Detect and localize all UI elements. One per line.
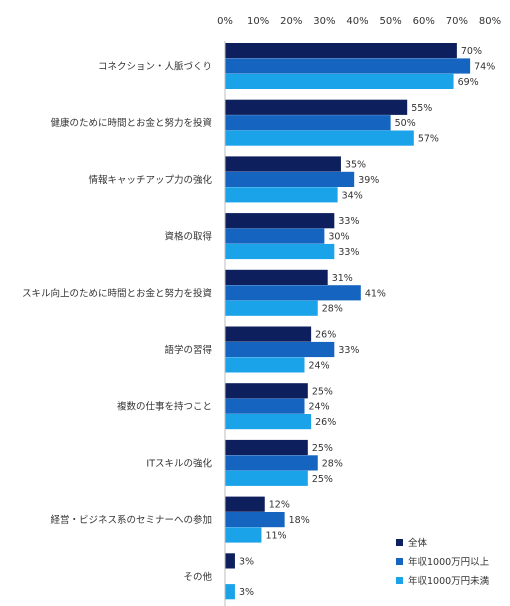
legend-label: 年収1000万円未満 — [408, 575, 490, 587]
category-label: 経営・ビジネス系のセミナーへの参加 — [50, 514, 212, 526]
bar — [225, 553, 235, 569]
data-label: 41% — [365, 288, 386, 299]
data-label: 11% — [265, 531, 286, 542]
legend-swatch — [396, 539, 403, 546]
bar — [225, 512, 285, 528]
bar — [225, 213, 335, 229]
data-label: 33% — [338, 247, 359, 258]
legend-swatch — [396, 577, 403, 584]
bar — [225, 398, 305, 414]
bar — [225, 115, 391, 131]
x-tick-label: 80% — [479, 16, 501, 27]
bar — [225, 326, 312, 342]
data-label: 28% — [322, 458, 343, 469]
bar — [225, 341, 335, 358]
bar — [225, 187, 338, 203]
bar — [225, 300, 318, 316]
category-label: 語学の習得 — [164, 344, 212, 356]
bar — [225, 171, 355, 187]
data-label: 33% — [338, 345, 359, 356]
data-label: 12% — [269, 500, 290, 511]
data-label: 50% — [395, 118, 416, 129]
data-label: 18% — [289, 515, 310, 526]
legend-label: 全体 — [408, 537, 428, 549]
data-label: 26% — [315, 330, 336, 341]
bar — [225, 58, 471, 74]
category-label: 資格の取得 — [164, 231, 212, 243]
x-tick-label: 50% — [380, 16, 402, 27]
category-label: スキル向上のために時間とお金と努力を投資 — [22, 287, 212, 299]
x-tick-label: 0% — [217, 16, 233, 27]
data-label: 25% — [312, 474, 333, 485]
legend-swatch — [396, 558, 403, 565]
bar — [225, 455, 318, 471]
data-label: 25% — [312, 443, 333, 454]
data-label: 24% — [309, 402, 330, 413]
data-label: 28% — [322, 304, 343, 315]
data-label: 25% — [312, 386, 333, 397]
x-tick-label: 30% — [313, 16, 335, 27]
data-label: 24% — [309, 360, 330, 371]
data-label: 69% — [458, 77, 479, 88]
bar — [225, 99, 408, 115]
category-label: 複数の仕事を持つこと — [117, 401, 212, 413]
x-axis-ticks: 0% 10% 20% 30% 40% 50% 60% 70% 80% — [217, 16, 501, 27]
bar — [225, 527, 262, 543]
data-labels: 70% 74% 69% 55% 50%57% 35% 39% 34% 33% 30% 33% 31% 4… — [239, 46, 495, 598]
bar — [225, 73, 454, 89]
category-label: コネクション・人脈づくり — [98, 61, 212, 73]
bars — [225, 43, 471, 600]
category-label: 情報キャッチアップ力の強化 — [88, 174, 212, 186]
data-label: 3% — [239, 587, 254, 598]
x-tick-label: 10% — [247, 16, 269, 27]
x-tick-label: 70% — [446, 16, 468, 27]
data-label: 26% — [315, 417, 336, 428]
legend-label: 年収1000万円以上 — [408, 556, 490, 568]
category-label: 健康のために時間とお金と努力を投資 — [50, 117, 212, 129]
data-label: 3% — [239, 556, 254, 567]
x-tick-label: 60% — [413, 16, 435, 27]
bar — [225, 357, 305, 373]
category-labels: コネクション・人脈づくり健康のために時間とお金と努力を投資情報キャッチアップ力の… — [22, 61, 213, 583]
category-label: その他 — [183, 571, 212, 583]
data-label: 34% — [342, 190, 363, 201]
data-label: 74% — [474, 62, 495, 73]
bar — [225, 439, 308, 456]
bar — [225, 414, 312, 430]
data-label: 33% — [338, 216, 359, 227]
bar — [225, 156, 341, 172]
data-label: 31% — [332, 273, 353, 284]
bar — [225, 130, 414, 146]
x-tick-label: 40% — [346, 16, 368, 27]
category-label: ITスキルの強化 — [146, 457, 212, 469]
bar — [225, 243, 335, 260]
bar — [225, 269, 328, 285]
bar — [225, 496, 265, 512]
x-tick-label: 20% — [280, 16, 302, 27]
data-label: 30% — [328, 232, 349, 243]
data-label: 39% — [358, 175, 379, 186]
data-label: 55% — [411, 103, 432, 114]
bar — [225, 43, 457, 59]
bar — [225, 584, 235, 600]
data-label: 57% — [418, 134, 439, 145]
bar — [225, 285, 361, 301]
data-label: 70% — [461, 46, 482, 57]
bar — [225, 383, 308, 399]
bar — [225, 470, 308, 486]
bar — [225, 228, 325, 244]
data-label: 35% — [345, 160, 366, 171]
